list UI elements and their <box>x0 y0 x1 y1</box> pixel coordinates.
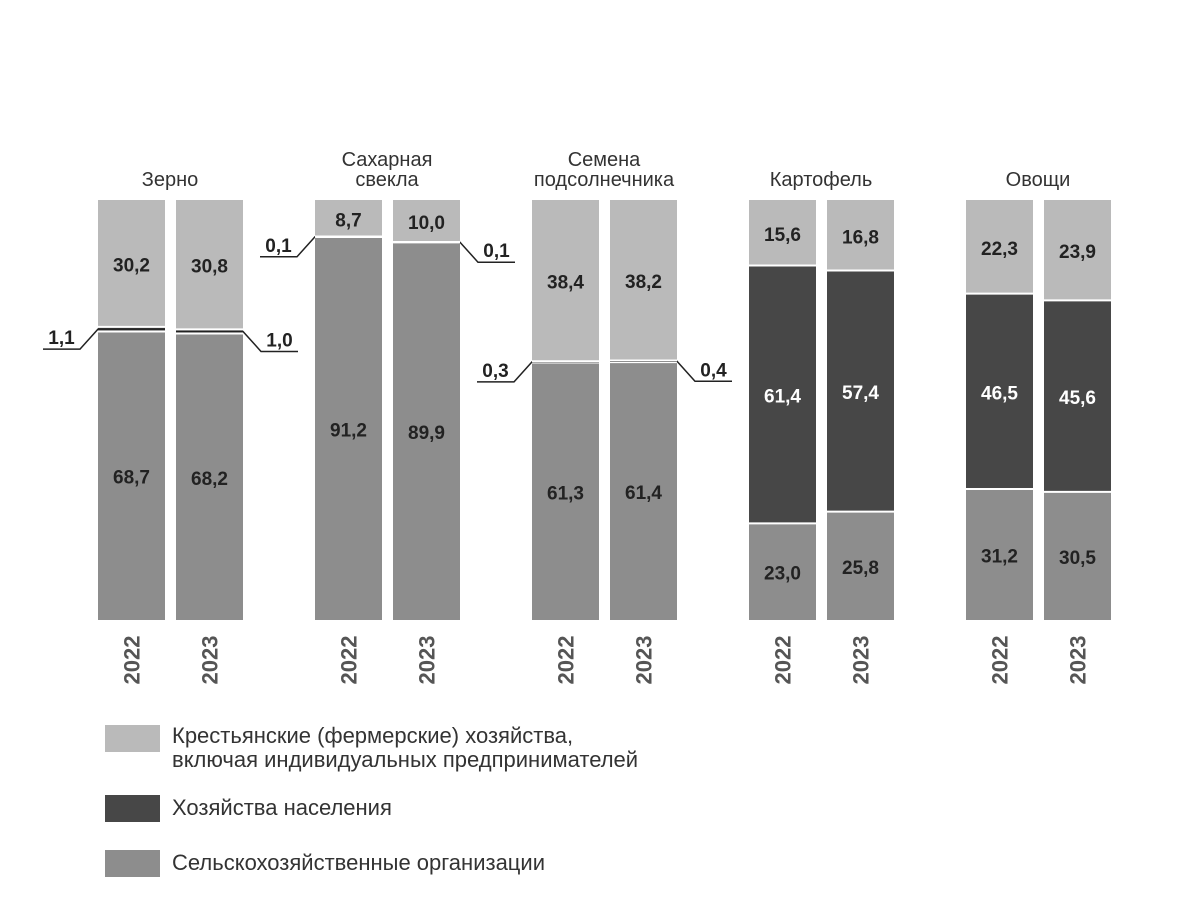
year-label: 2023 <box>415 636 440 685</box>
value-label: 30,2 <box>113 255 150 276</box>
value-label: 0,1 <box>483 241 510 262</box>
group-label: Зерно <box>70 170 270 190</box>
year-label: 2023 <box>1066 636 1091 685</box>
value-label: 30,5 <box>1059 548 1096 569</box>
group-label: Сахарная свекла <box>287 150 487 190</box>
legend-swatch <box>105 725 160 752</box>
value-label: 0,3 <box>482 361 508 382</box>
value-label: 16,8 <box>842 227 879 248</box>
value-label: 38,4 <box>547 273 584 294</box>
legend-label: Крестьянские (фермерские) хозяйства, вкл… <box>172 724 638 772</box>
value-label: 0,4 <box>700 360 727 381</box>
year-label: 2022 <box>120 636 145 685</box>
year-label: 2022 <box>337 636 362 685</box>
value-label: 1,0 <box>266 330 292 351</box>
value-label: 45,6 <box>1059 388 1096 409</box>
value-label: 89,9 <box>408 423 445 444</box>
value-label: 68,2 <box>191 469 228 490</box>
value-label: 46,5 <box>981 383 1018 404</box>
year-label: 2023 <box>632 636 657 685</box>
value-label: 22,3 <box>981 239 1018 260</box>
legend-label: Хозяйства населения <box>172 796 392 820</box>
value-label: 23,0 <box>764 564 801 585</box>
value-label: 61,4 <box>764 386 801 407</box>
year-label: 2022 <box>554 636 579 685</box>
value-label: 8,7 <box>335 210 361 231</box>
value-label: 23,9 <box>1059 242 1096 263</box>
value-label: 31,2 <box>981 546 1018 567</box>
value-label: 30,8 <box>191 257 228 278</box>
group-label: Овощи <box>938 170 1138 190</box>
value-label: 1,1 <box>48 328 75 349</box>
year-label: 2022 <box>988 636 1013 685</box>
value-label: 91,2 <box>330 420 367 441</box>
value-label: 10,0 <box>408 213 445 234</box>
value-label: 25,8 <box>842 558 879 579</box>
value-label: 0,1 <box>265 236 292 257</box>
value-label: 68,7 <box>113 468 150 489</box>
group-label: Семена подсолнечника <box>504 150 704 190</box>
legend-swatch <box>105 795 160 822</box>
value-label: 57,4 <box>842 383 879 404</box>
value-label: 15,6 <box>764 225 801 246</box>
year-label: 2023 <box>198 636 223 685</box>
page: 68,7 1,1 30,2 2022 68,2 1,0 30,8 2023 91,2 0,1 8,7… <box>0 0 1182 900</box>
value-label: 38,2 <box>625 272 662 293</box>
year-label: 2023 <box>849 636 874 685</box>
value-label: 61,4 <box>625 483 662 504</box>
legend-swatch <box>105 850 160 877</box>
year-label: 2022 <box>771 636 796 685</box>
value-label: 61,3 <box>547 483 584 504</box>
legend-label: Сельскохозяйственные организации <box>172 851 545 875</box>
group-label: Картофель <box>721 170 921 190</box>
